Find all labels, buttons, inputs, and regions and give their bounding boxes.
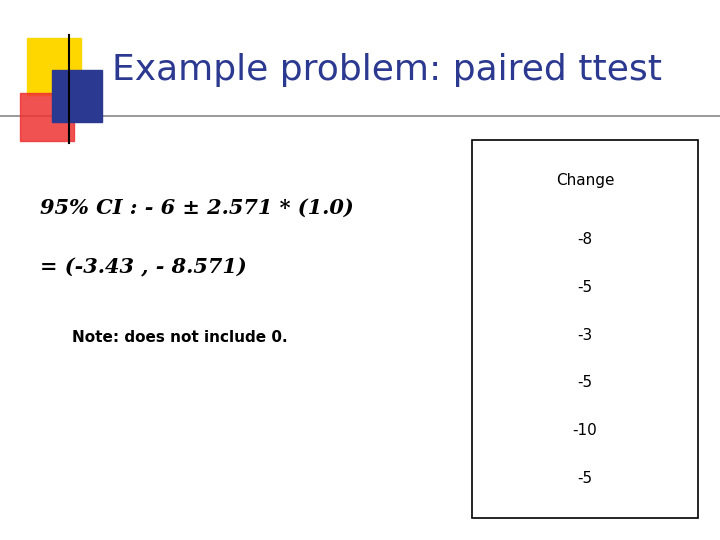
Text: -10: -10	[572, 423, 598, 438]
Bar	[27, 38, 81, 94]
Text: Example problem: paired ttest: Example problem: paired ttest	[112, 53, 662, 87]
Text: -8: -8	[577, 232, 593, 247]
Text: -3: -3	[577, 328, 593, 343]
Text: -5: -5	[577, 471, 593, 486]
Text: -5: -5	[577, 280, 593, 295]
Text: Note: does not include 0.: Note: does not include 0.	[72, 330, 287, 345]
Text: Change: Change	[556, 173, 614, 188]
Bar	[472, 140, 698, 518]
Text: = (-3.43 , - 8.571): = (-3.43 , - 8.571)	[40, 257, 246, 278]
Text: 95% CI : - 6 ± 2.571 * (1.0): 95% CI : - 6 ± 2.571 * (1.0)	[40, 198, 354, 218]
Text: -5: -5	[577, 375, 593, 390]
Bar	[52, 70, 102, 122]
Bar	[20, 93, 74, 141]
